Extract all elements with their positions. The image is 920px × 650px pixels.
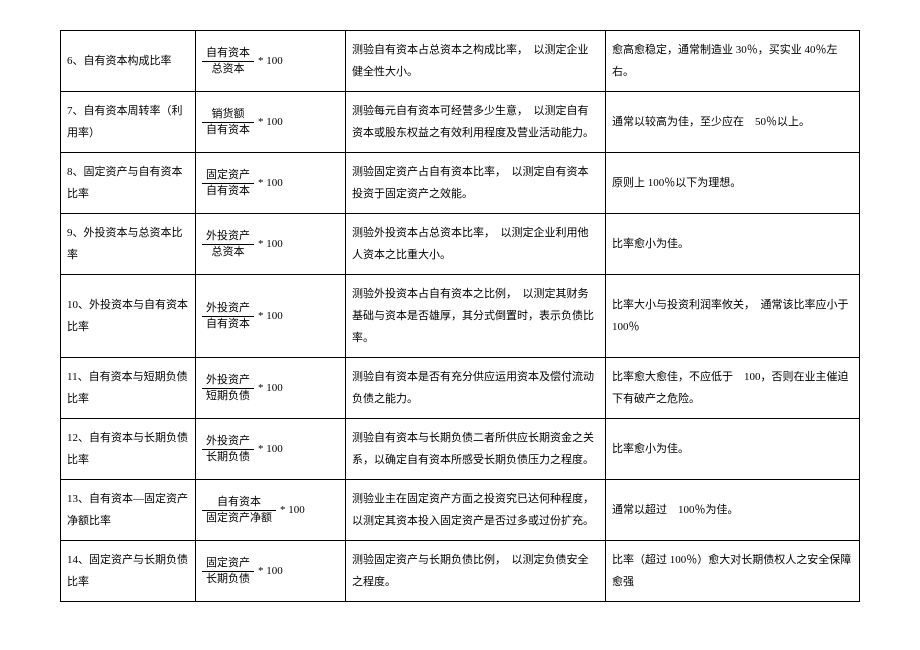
denominator: 总资本 [202,62,254,76]
ratio-formula: 外投资产自有资本* 100 [196,275,346,358]
fraction: 自有资本总资本 [202,46,254,76]
ratio-note: 比率（超过 100％）愈大对长期债权人之安全保障愈强 [606,541,860,602]
fraction: 自有资本固定资产净额 [202,495,276,525]
ratio-description: 测验固定资产与长期负债比例， 以测定负债安全之程度。 [346,541,606,602]
table-row: 11、自有资本与短期负债比率外投资产短期负债* 100测验自有资本是否有充分供应… [61,358,860,419]
numerator: 固定资产 [202,168,254,183]
ratio-name: 10、外投资本与自有资本比率 [61,275,196,358]
multiplier: * 100 [258,560,283,582]
ratio-description: 测验每元自有资本可经营多少生意， 以测定自有资本或股东权益之有效利用程度及营业活… [346,92,606,153]
multiplier: * 100 [258,50,283,72]
fraction: 固定资产长期负债 [202,556,254,586]
ratio-note: 通常以较高为佳，至少应在 50％以上。 [606,92,860,153]
numerator: 外投资产 [202,373,254,388]
fraction: 外投资产总资本 [202,229,254,259]
denominator: 长期负债 [202,450,254,464]
denominator: 总资本 [202,245,254,259]
numerator: 固定资产 [202,556,254,571]
ratio-note: 原则上 100％以下为理想。 [606,153,860,214]
multiplier: * 100 [258,172,283,194]
ratio-note: 比率愈小为佳。 [606,419,860,480]
denominator: 自有资本 [202,184,254,198]
table-row: 7、自有资本周转率（利用率）销货额自有资本* 100测验每元自有资本可经营多少生… [61,92,860,153]
table-row: 14、固定资产与长期负债比率固定资产长期负债* 100测验固定资产与长期负债比例… [61,541,860,602]
ratio-name: 7、自有资本周转率（利用率） [61,92,196,153]
ratio-name: 6、自有资本构成比率 [61,31,196,92]
denominator: 固定资产净额 [202,511,276,525]
multiplier: * 100 [258,377,283,399]
ratio-formula: 自有资本固定资产净额* 100 [196,480,346,541]
multiplier: * 100 [258,305,283,327]
ratio-description: 测验自有资本是否有充分供应运用资本及偿付流动负债之能力。 [346,358,606,419]
ratio-formula: 固定资产长期负债* 100 [196,541,346,602]
ratio-name: 9、外投资本与总资本比率 [61,214,196,275]
fraction: 外投资产自有资本 [202,301,254,331]
table-row: 8、固定资产与自有资本比率固定资产自有资本* 100测验固定资产占自有资本比率，… [61,153,860,214]
ratio-formula: 销货额自有资本* 100 [196,92,346,153]
ratio-description: 测验自有资本与长期负债二者所供应长期资金之关系，以确定自有资本所感受长期负债压力… [346,419,606,480]
ratio-description: 测验自有资本占总资本之构成比率， 以测定企业健全性大小。 [346,31,606,92]
multiplier: * 100 [280,499,305,521]
multiplier: * 100 [258,111,283,133]
numerator: 销货额 [202,107,254,122]
ratio-formula: 固定资产自有资本* 100 [196,153,346,214]
ratio-description: 测验固定资产占自有资本比率， 以测定自有资本投资于固定资产之效能。 [346,153,606,214]
multiplier: * 100 [258,438,283,460]
denominator: 自有资本 [202,317,254,331]
ratio-note: 比率大小与投资利润率攸关， 通常该比率应小于 100％ [606,275,860,358]
ratio-description: 测验外投资本占总资本比率， 以测定企业利用他人资本之比重大小。 [346,214,606,275]
ratio-formula: 自有资本总资本* 100 [196,31,346,92]
fraction: 固定资产自有资本 [202,168,254,198]
ratio-description: 测验业主在固定资产方面之投资究已达何种程度，以测定其资本投入固定资产是否过多或过… [346,480,606,541]
ratio-note: 愈高愈稳定，通常制造业 30％，买实业 40％左右。 [606,31,860,92]
numerator: 自有资本 [202,495,276,510]
ratio-description: 测验外投资本占自有资本之比例， 以测定其财务基础与资本是否雄厚，其分式倒置时，表… [346,275,606,358]
ratio-name: 14、固定资产与长期负债比率 [61,541,196,602]
ratio-formula: 外投资产短期负债* 100 [196,358,346,419]
ratio-note: 通常以超过 100％为佳。 [606,480,860,541]
fraction: 销货额自有资本 [202,107,254,137]
denominator: 短期负债 [202,389,254,403]
ratio-formula: 外投资产长期负债* 100 [196,419,346,480]
fraction: 外投资产短期负债 [202,373,254,403]
ratio-note: 比率愈大愈佳，不应低于 100，否则在业主催迫下有破产之危险。 [606,358,860,419]
denominator: 自有资本 [202,123,254,137]
ratio-table: 6、自有资本构成比率自有资本总资本* 100测验自有资本占总资本之构成比率， 以… [60,30,860,602]
ratio-formula: 外投资产总资本* 100 [196,214,346,275]
table-row: 13、自有资本—固定资产净额比率自有资本固定资产净额* 100测验业主在固定资产… [61,480,860,541]
ratio-name: 11、自有资本与短期负债比率 [61,358,196,419]
ratio-name: 13、自有资本—固定资产净额比率 [61,480,196,541]
numerator: 外投资产 [202,301,254,316]
denominator: 长期负债 [202,572,254,586]
table-row: 10、外投资本与自有资本比率外投资产自有资本* 100测验外投资本占自有资本之比… [61,275,860,358]
ratio-name: 12、自有资本与长期负债比率 [61,419,196,480]
table-row: 6、自有资本构成比率自有资本总资本* 100测验自有资本占总资本之构成比率， 以… [61,31,860,92]
table-row: 12、自有资本与长期负债比率外投资产长期负债* 100测验自有资本与长期负债二者… [61,419,860,480]
table-row: 9、外投资本与总资本比率外投资产总资本* 100测验外投资本占总资本比率， 以测… [61,214,860,275]
numerator: 自有资本 [202,46,254,61]
fraction: 外投资产长期负债 [202,434,254,464]
numerator: 外投资产 [202,229,254,244]
ratio-note: 比率愈小为佳。 [606,214,860,275]
numerator: 外投资产 [202,434,254,449]
multiplier: * 100 [258,233,283,255]
ratio-name: 8、固定资产与自有资本比率 [61,153,196,214]
